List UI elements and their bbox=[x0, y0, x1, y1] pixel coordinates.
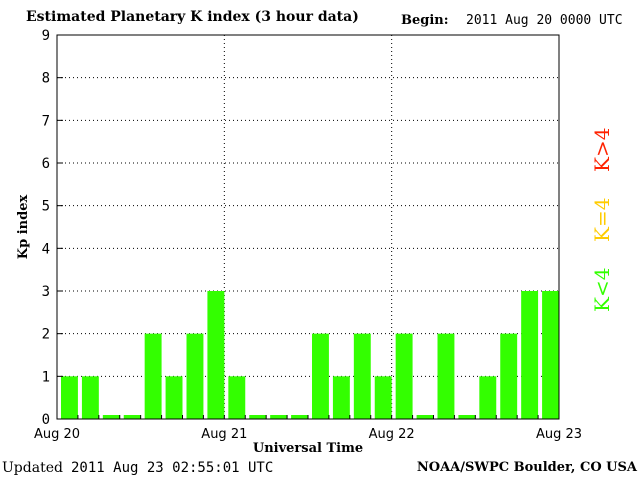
kp-bar bbox=[479, 376, 497, 419]
y-tick-label: 8 bbox=[42, 71, 50, 87]
chart-title: Estimated Planetary K index (3 hour data… bbox=[26, 9, 359, 25]
kp-bar bbox=[144, 333, 162, 419]
kp-bar bbox=[207, 291, 225, 419]
kp-bar bbox=[353, 333, 371, 419]
kp-bar bbox=[395, 333, 413, 419]
kp-bar bbox=[81, 376, 99, 419]
x-axis-label: Universal Time bbox=[253, 441, 363, 456]
legend-k-greater-4: K>4 bbox=[590, 127, 614, 172]
kp-bar bbox=[61, 376, 78, 419]
kp-bar bbox=[291, 415, 308, 419]
y-tick-label: 4 bbox=[42, 241, 50, 257]
plot-frame bbox=[56, 34, 560, 420]
begin-value: 2011 Aug 20 0000 UTC bbox=[466, 13, 623, 28]
kp-bar bbox=[458, 415, 476, 419]
kp-bar bbox=[249, 415, 267, 419]
y-tick-label: 0 bbox=[42, 412, 50, 428]
legend-k-equal-4: K=4 bbox=[590, 197, 614, 242]
y-tick-label: 2 bbox=[42, 327, 50, 343]
y-tick-label: 6 bbox=[42, 156, 50, 172]
begin-label: Begin: bbox=[401, 13, 449, 28]
kp-bar bbox=[500, 333, 518, 419]
updated-label: Updated bbox=[2, 460, 63, 476]
kp-bar bbox=[332, 376, 350, 419]
kp-bar bbox=[521, 291, 539, 419]
kp-bar bbox=[374, 376, 392, 419]
y-tick-label: 3 bbox=[42, 284, 50, 300]
updated-value: 2011 Aug 23 02:55:01 UTC bbox=[71, 460, 274, 476]
kp-bar bbox=[123, 415, 141, 419]
credit-text: NOAA/SWPC Boulder, CO USA bbox=[416, 460, 637, 475]
kp-bar bbox=[416, 415, 434, 419]
kp-bar bbox=[542, 291, 559, 419]
x-tick-label: Aug 21 bbox=[201, 427, 247, 442]
y-tick-label: 5 bbox=[42, 199, 50, 215]
y-tick-label: 9 bbox=[42, 28, 50, 44]
kp-bar bbox=[228, 376, 246, 419]
grid bbox=[57, 35, 559, 419]
kp-bar bbox=[437, 333, 455, 419]
x-tick-label: Aug 20 bbox=[34, 427, 80, 442]
ticks: 0 1 2 3 4 5 6 7 8 9 Aug 20 Aug 21 Aug 22 Aug 23 bbox=[34, 28, 582, 442]
y-axis-label: Kp index bbox=[16, 195, 31, 260]
kp-bar bbox=[186, 333, 204, 419]
bars bbox=[61, 291, 559, 419]
x-tick-label: Aug 22 bbox=[369, 427, 415, 442]
kp-bar bbox=[165, 376, 183, 419]
y-tick-label: 1 bbox=[42, 369, 50, 385]
x-tick-label: Aug 23 bbox=[536, 427, 582, 442]
kp-bar bbox=[312, 333, 329, 419]
kp-bar bbox=[270, 415, 288, 419]
y-tick-label: 7 bbox=[42, 113, 50, 129]
legend-k-less-4: K<4 bbox=[590, 267, 614, 312]
kp-bar bbox=[102, 415, 120, 419]
